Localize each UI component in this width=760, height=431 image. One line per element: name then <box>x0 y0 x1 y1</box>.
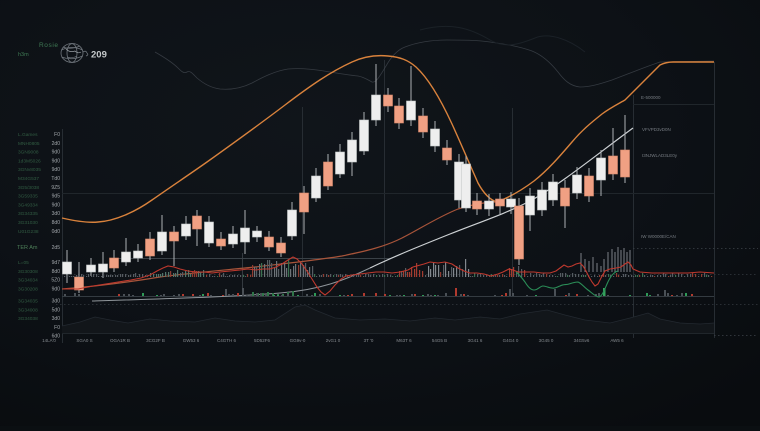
svg-text:M34G537: M34G537 <box>18 176 39 182</box>
svg-text:Rosie: Rosie <box>39 42 59 49</box>
svg-text:14LA'0: 14LA'0 <box>42 338 56 343</box>
svg-text:209: 209 <box>91 50 107 61</box>
svg-text:3G34335: 3G34335 <box>18 211 38 217</box>
svg-text:L.Games: L.Games <box>18 132 38 138</box>
svg-text:3G49334: 3G49334 <box>18 202 38 208</box>
svg-text:3G34035: 3G34035 <box>18 299 38 305</box>
svg-text:L=05: L=05 <box>18 260 29 266</box>
svg-text:5Z0: 5Z0 <box>51 278 60 284</box>
svg-text:9d0: 9d0 <box>52 286 61 292</box>
svg-text:3d0: 3d0 <box>52 211 61 217</box>
svg-text:8d0: 8d0 <box>52 220 61 226</box>
svg-text:3T '0: 3T '0 <box>364 338 374 343</box>
svg-text:9d0: 9d0 <box>52 150 61 156</box>
svg-text:5d0: 5d0 <box>52 307 61 313</box>
svg-text:9Z5: 9Z5 <box>51 185 60 191</box>
svg-text:F0: F0 <box>54 132 60 138</box>
svg-text:VFVPD3vD0N: VFVPD3vD0N <box>642 127 671 132</box>
svg-text:3G5/3038: 3G5/3038 <box>18 185 39 191</box>
svg-text:0d0: 0d0 <box>52 229 61 235</box>
svg-text:3d0: 3d0 <box>52 316 61 322</box>
svg-text:TER Am: TER Am <box>17 245 38 251</box>
svg-text:6d0: 6d0 <box>52 334 61 340</box>
svg-text:3G59335: 3G59335 <box>18 194 38 200</box>
svg-text:3G30208: 3G30208 <box>18 286 38 292</box>
svg-text:2vG1 0: 2vG1 0 <box>326 338 341 343</box>
svg-text:3G41 6: 3G41 6 <box>468 338 483 343</box>
svg-text:3d0: 3d0 <box>52 299 61 305</box>
svg-text:h3m: h3m <box>18 52 29 58</box>
svg-text:34G5v6: 34G5v6 <box>574 338 590 343</box>
svg-text:AW5 6: AW5 6 <box>610 338 624 343</box>
svg-text:2d5: 2d5 <box>52 245 61 251</box>
svg-text:3G34034: 3G34034 <box>18 278 38 284</box>
svg-text:OGA1R B: OGA1R B <box>110 338 130 343</box>
svg-text:3GN9008: 3GN9008 <box>18 150 39 156</box>
svg-text:M63T 6: M63T 6 <box>396 338 412 343</box>
svg-text:I3NJWLAD3LE0y: I3NJWLAD3LE0y <box>642 153 678 158</box>
svg-text:F0: F0 <box>54 325 60 331</box>
svg-text:3GNv8035: 3GNv8035 <box>18 167 41 173</box>
svg-text:IW W0000E/CAN: IW W0000E/CAN <box>641 234 676 239</box>
svg-text:G4G4 0: G4G4 0 <box>503 338 519 343</box>
svg-text:8d0: 8d0 <box>52 269 61 275</box>
svg-text:C4GTH 6: C4GTH 6 <box>217 338 237 343</box>
svg-text:3G34008: 3G34008 <box>18 307 38 313</box>
svg-text:2d0: 2d0 <box>52 141 61 147</box>
svg-text:GG9v-0: GG9v-0 <box>290 338 306 343</box>
svg-text:9d0: 9d0 <box>52 158 61 164</box>
svg-text:3G34038: 3G34038 <box>18 316 38 322</box>
svg-text:3G30308: 3G30308 <box>18 269 38 275</box>
svg-text:E-500000: E-500000 <box>641 95 661 100</box>
svg-text:9d7: 9d7 <box>52 260 61 266</box>
svg-text:MNH0805: MNH0805 <box>18 141 40 147</box>
svg-text:3CG2F B: 3CG2F B <box>146 338 165 343</box>
svg-text:GW53 6: GW53 6 <box>183 338 200 343</box>
svg-text:9d5: 9d5 <box>52 194 61 200</box>
svg-text:3G31030: 3G31030 <box>18 220 38 226</box>
svg-text:U01G238: U01G238 <box>18 229 39 235</box>
svg-text:9d0: 9d0 <box>52 167 61 173</box>
svg-text:1d3M5026: 1d3M5026 <box>18 158 41 164</box>
svg-text:9d0: 9d0 <box>52 202 61 208</box>
svg-text:3G45 0: 3G45 0 <box>539 338 554 343</box>
svg-text:SGA0 S: SGA0 S <box>76 338 92 343</box>
svg-text:5D52F6: 5D52F6 <box>254 338 271 343</box>
svg-text:Td0: Td0 <box>51 176 60 182</box>
svg-text:54G5 B: 54G5 B <box>432 338 447 343</box>
